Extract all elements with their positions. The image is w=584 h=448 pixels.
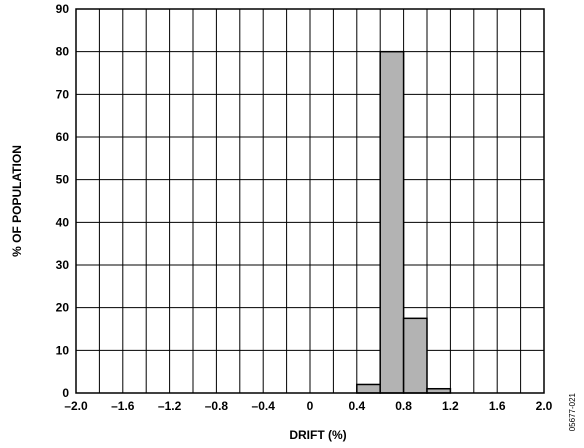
y-tick-label: 0 bbox=[62, 386, 69, 400]
plot-frame bbox=[75, 8, 545, 394]
x-tick-labels: –2.0 –1.6 –1.2 –0.8 –0.4 0 0.4 0.8 1.2 1.6 2.0 bbox=[64, 399, 552, 413]
y-tick-label: 20 bbox=[56, 301, 70, 315]
grid-lines bbox=[76, 9, 544, 393]
histogram-bar bbox=[356, 383, 381, 394]
y-tick-label: 70 bbox=[56, 87, 70, 101]
y-tick-labels: 0 10 20 30 40 50 60 70 80 90 bbox=[56, 2, 70, 400]
y-tick-label: 10 bbox=[56, 343, 70, 357]
histogram-bar bbox=[379, 50, 405, 394]
y-tick-label: 40 bbox=[56, 215, 70, 229]
y-axis-label: % OF POPULATION bbox=[10, 145, 24, 257]
x-tick-label: –2.0 bbox=[64, 399, 88, 413]
figure-code: 05677-021 bbox=[568, 392, 577, 431]
x-tick-label: 0.8 bbox=[395, 399, 412, 413]
x-tick-label: 0.4 bbox=[348, 399, 365, 413]
y-tick-label: 90 bbox=[56, 2, 70, 16]
x-tick-label: –1.6 bbox=[111, 399, 135, 413]
x-tick-label: 0 bbox=[307, 399, 314, 413]
histogram-bar bbox=[402, 317, 428, 394]
x-tick-label: 1.6 bbox=[489, 399, 506, 413]
x-tick-label: 2.0 bbox=[536, 399, 553, 413]
y-tick-label: 80 bbox=[56, 45, 70, 59]
x-tick-label: 1.2 bbox=[442, 399, 459, 413]
x-tick-label: –0.4 bbox=[252, 399, 276, 413]
y-tick-label: 50 bbox=[56, 173, 70, 187]
x-tick-label: –1.2 bbox=[158, 399, 182, 413]
y-tick-label: 30 bbox=[56, 258, 70, 272]
x-axis-label: DRIFT (%) bbox=[289, 428, 346, 442]
bars bbox=[356, 50, 452, 394]
y-tick-label: 60 bbox=[56, 130, 70, 144]
x-tick-label: –0.8 bbox=[205, 399, 229, 413]
